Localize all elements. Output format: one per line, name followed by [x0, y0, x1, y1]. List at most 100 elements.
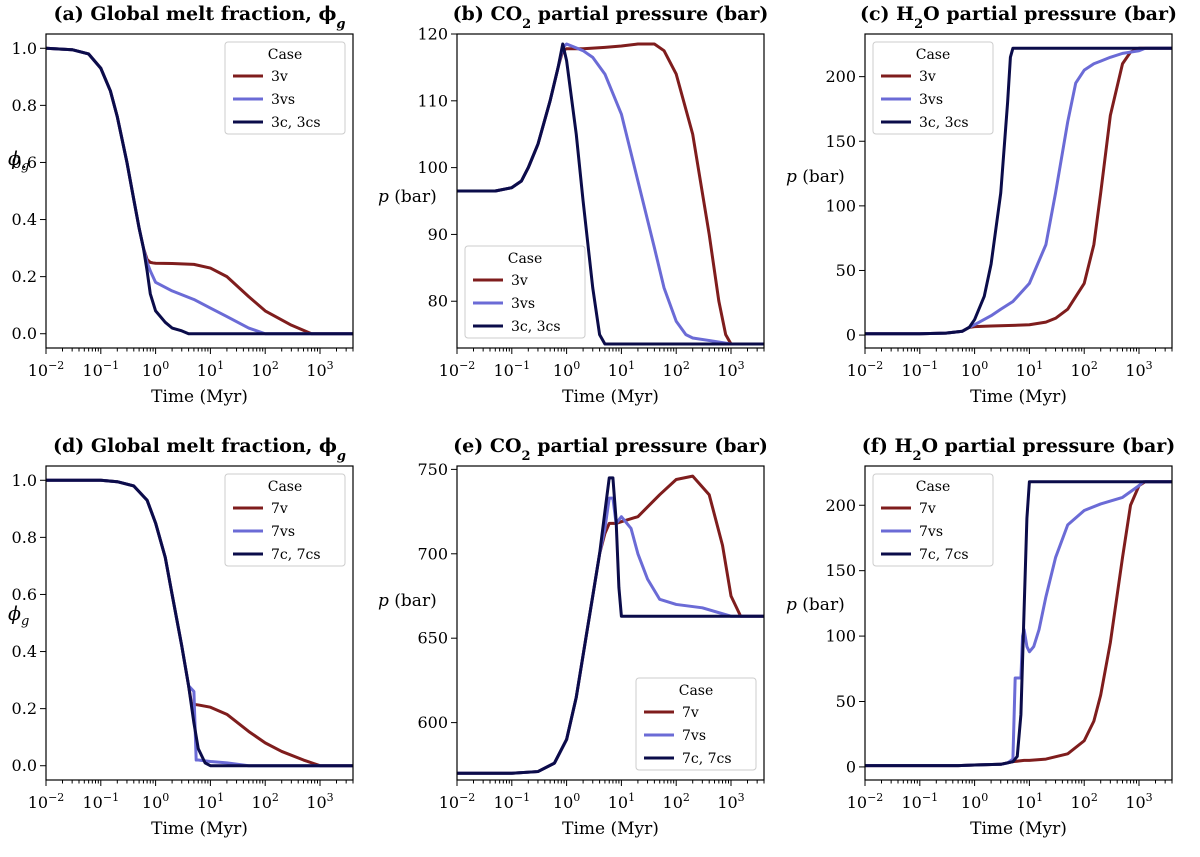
y-tick-label: 100 — [825, 627, 856, 646]
x-axis-label: Time (Myr) — [970, 819, 1067, 839]
chart-e: (e) CO2 partial pressure (bar) 10−2 10−1 10… — [378, 435, 768, 839]
y-tick-label: 80 — [428, 292, 448, 311]
chart-b: (b) CO2 partial pressure (bar) 10−2 10−1 10… — [378, 3, 768, 407]
legend-label: 7c, 7cs — [682, 751, 732, 767]
legend-label: 3c, 3cs — [919, 115, 969, 131]
x-tick-label: 10−1 — [902, 791, 939, 812]
legend: Case 7v 7vs 7c, 7cs — [224, 473, 346, 567]
x-tick-label: 101 — [1016, 791, 1043, 812]
chart-c: (c) H2O partial pressure (bar) 10−2 10−1 10… — [786, 3, 1177, 407]
x-tick-label: 10−2 — [439, 359, 476, 380]
y-tick-label: 0.8 — [12, 96, 37, 115]
y-axis-label: p (bar) — [378, 591, 437, 611]
legend-label: 3v — [271, 69, 288, 85]
x-tick-label: 102 — [252, 359, 279, 380]
axes-frame — [864, 465, 1173, 781]
axes-frame — [456, 465, 765, 781]
x-axis-label: Time (Myr) — [151, 387, 248, 407]
legend-label: 7c, 7cs — [919, 547, 969, 563]
y-tick-label: 50 — [836, 692, 856, 711]
y-tick-label: 0.4 — [12, 210, 37, 229]
legend-label: 7c, 7cs — [271, 547, 321, 563]
y-tick-label: 0.6 — [12, 585, 37, 604]
legend-box — [872, 41, 994, 135]
x-tick-label: 10−2 — [439, 791, 476, 812]
y-tick-label: 700 — [417, 544, 448, 563]
y-tick-label: 1.0 — [12, 39, 37, 58]
y-tick-label: 100 — [825, 196, 856, 215]
x-axis-label: Time (Myr) — [562, 387, 659, 407]
y-tick-label: 0 — [846, 326, 856, 345]
x-axis-label: Time (Myr) — [562, 819, 659, 839]
y-axis-label: ϕg — [8, 603, 29, 629]
x-tick-label: 101 — [608, 359, 635, 380]
y-tick-label: 750 — [417, 460, 448, 479]
legend: Case 7v 7vs 7c, 7cs — [635, 677, 757, 771]
x-tick-label: 101 — [197, 791, 224, 812]
x-tick-label: 10−2 — [847, 791, 884, 812]
legend-label: 7vs — [682, 728, 706, 744]
y-tick-label: 50 — [836, 261, 856, 280]
y-axis-label: p (bar) — [786, 595, 845, 615]
chart-title: (c) H2O partial pressure (bar) — [860, 3, 1177, 32]
y-tick-label: 90 — [428, 225, 448, 244]
y-tick-label: 0 — [846, 757, 856, 776]
x-tick-label: 100 — [553, 359, 580, 380]
axes-frame — [45, 33, 354, 349]
legend-title: Case — [508, 251, 543, 267]
y-tick-label: 0.2 — [12, 267, 37, 286]
x-tick-label: 10−1 — [494, 791, 531, 812]
y-tick-label: 110 — [417, 91, 448, 110]
x-tick-label: 102 — [1071, 791, 1098, 812]
y-tick-label: 200 — [825, 496, 856, 515]
legend-box — [224, 473, 346, 567]
x-tick-label: 102 — [663, 791, 690, 812]
chart-a: (a) Global melt fraction, ϕg 10−2 10−1 100 1… — [8, 3, 354, 407]
axes-frame — [864, 33, 1173, 349]
legend-title: Case — [916, 47, 951, 63]
x-tick-label: 101 — [1016, 359, 1043, 380]
y-tick-label: 0.0 — [12, 756, 37, 775]
y-axis-label: p (bar) — [378, 187, 437, 207]
x-tick-label: 10−1 — [494, 359, 531, 380]
x-tick-label: 103 — [306, 359, 333, 380]
legend-label: 3v — [511, 273, 528, 289]
series-line-7c-7cs — [46, 478, 353, 768]
legend: Case 3v 3vs 3c, 3cs — [872, 41, 994, 135]
legend-box — [635, 677, 757, 771]
x-tick-label: 100 — [142, 359, 169, 380]
x-tick-label: 10−2 — [28, 791, 65, 812]
y-tick-label: 100 — [417, 158, 448, 177]
x-tick-label: 100 — [961, 359, 988, 380]
x-tick-label: 102 — [1071, 359, 1098, 380]
legend-label: 7vs — [271, 524, 295, 540]
y-tick-label: 1.0 — [12, 471, 37, 490]
legend-title: Case — [679, 683, 714, 699]
x-tick-label: 103 — [717, 791, 744, 812]
x-tick-label: 10−1 — [902, 359, 939, 380]
chart-title: (a) Global melt fraction, ϕg — [53, 3, 345, 32]
y-tick-label: 0.2 — [12, 699, 37, 718]
series-line-3c-3cs — [46, 46, 353, 336]
series-line-3c-3cs — [865, 46, 1172, 336]
chart-title: (e) CO2 partial pressure (bar) — [453, 435, 768, 464]
legend-label: 7v — [682, 705, 699, 721]
x-tick-label: 102 — [663, 359, 690, 380]
legend-label: 3v — [919, 69, 936, 85]
x-tick-label: 101 — [197, 359, 224, 380]
legend-label: 3vs — [919, 92, 943, 108]
y-tick-label: 150 — [825, 561, 856, 580]
legend-label: 7v — [919, 501, 936, 517]
y-tick-label: 150 — [825, 132, 856, 151]
y-axis-label: ϕg — [8, 148, 29, 174]
y-tick-label: 0.0 — [12, 324, 37, 343]
y-tick-label: 600 — [417, 713, 448, 732]
legend-box — [872, 473, 994, 567]
legend: Case 7v 7vs 7c, 7cs — [872, 473, 994, 567]
legend-title: Case — [268, 479, 303, 495]
legend-label: 3c, 3cs — [511, 319, 561, 335]
x-tick-label: 103 — [1125, 359, 1152, 380]
y-tick-label: 650 — [417, 629, 448, 648]
legend-label: 3c, 3cs — [271, 115, 321, 131]
